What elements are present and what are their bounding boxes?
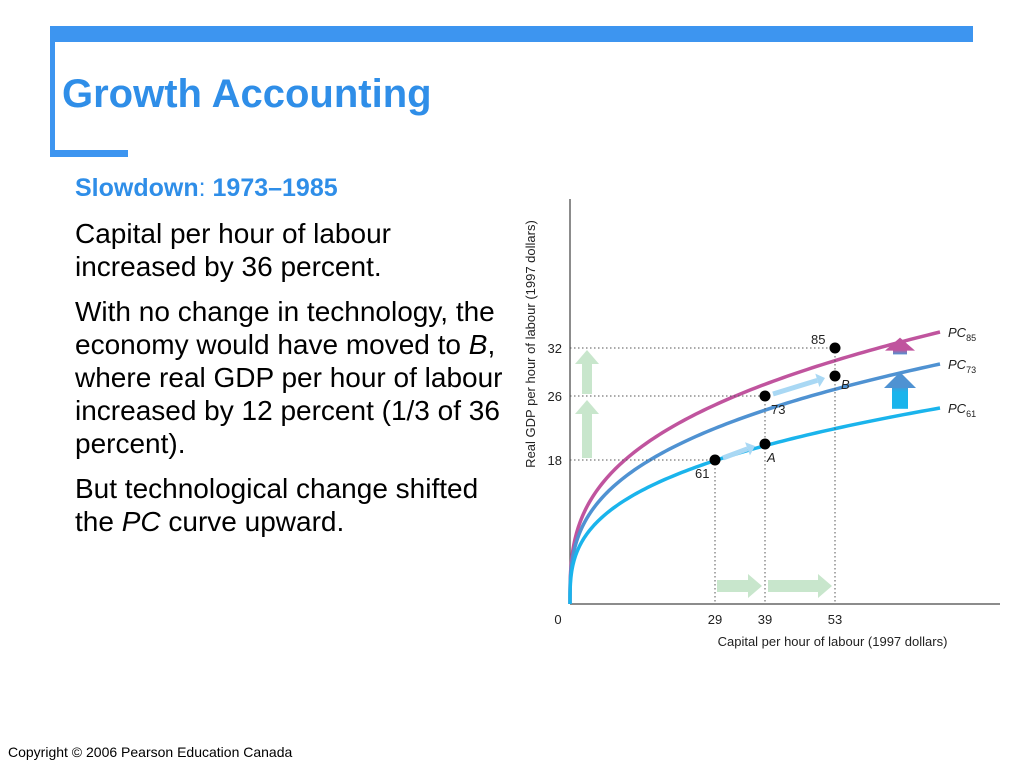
y-axis-title: Real GDP per hour of labour (1997 dollar… [523, 220, 538, 468]
shift-arrow-lower-shaft [892, 386, 908, 392]
shift-arrow-lower-base [892, 392, 908, 409]
move-arrow-61-a-head [745, 442, 755, 456]
x-axis-title: Capital per hour of labour (1997 dollars… [718, 634, 948, 649]
x-tick-label-39: 39 [758, 612, 772, 627]
shift-arrow-upper-shaft [893, 349, 907, 355]
y-tick-label-26: 26 [548, 389, 562, 404]
green-right-arrow-right-shaft [768, 580, 818, 592]
point-61 [709, 454, 721, 466]
y-tick-label-18: 18 [548, 453, 562, 468]
paragraph-no-tech-change: With no change in technology, the econom… [75, 295, 505, 460]
point-73 [759, 390, 771, 402]
curve-pc85 [568, 330, 941, 605]
green-right-arrow-left-head [748, 574, 762, 598]
paragraph-text: With no change in technology, the econom… [75, 296, 495, 360]
origin-label: 0 [554, 612, 561, 627]
point-85 [829, 342, 841, 354]
point-b [829, 370, 841, 382]
point-a [759, 438, 771, 450]
paragraph-text: curve upward. [160, 506, 345, 537]
point-label-85: 85 [811, 332, 825, 347]
subheading: Slowdown: 1973–1985 [75, 172, 505, 205]
green-right-arrow-left-shaft [717, 580, 748, 592]
curve-label-pc73: PC73 [948, 357, 976, 375]
move-arrow-73-b-head [815, 373, 825, 388]
paragraph-tech-change: But technological change shifted the PC … [75, 472, 505, 538]
y-tick-label-32: 32 [548, 341, 562, 356]
x-tick-label-29: 29 [708, 612, 722, 627]
move-arrow-73-b-shaft [772, 377, 819, 397]
shift-arrow-lower-head [884, 372, 916, 388]
x-tick-label-53: 53 [828, 612, 842, 627]
curve-label-pc85: PC85 [948, 325, 976, 343]
header-accent-bar [50, 26, 973, 42]
title-frame-left-bar [50, 26, 55, 157]
subheading-period: 1973–1985 [205, 174, 338, 202]
green-up-arrow-lower-head [575, 400, 599, 414]
green-right-arrow-right-head [818, 574, 832, 598]
slide-body: Slowdown: 1973–1985 Capital per hour of … [75, 172, 505, 550]
paragraph-text: Capital per hour of labour increased by … [75, 218, 391, 282]
point-label-b: B [841, 377, 850, 392]
curve-label-pc61: PC61 [948, 401, 976, 419]
copyright-notice: Copyright © 2006 Pearson Education Canad… [8, 744, 293, 760]
subheading-colon: : [198, 174, 206, 202]
curve-pc73 [568, 362, 941, 605]
green-up-arrow-lower-shaft [582, 412, 592, 458]
pc-reference: PC [121, 506, 161, 537]
paragraph-text: But technological change shifted the [75, 473, 479, 537]
point-label-a: A [766, 450, 776, 465]
green-up-arrow-upper-shaft [582, 362, 592, 394]
move-arrow-61-a-shaft [722, 446, 749, 461]
subheading-label: Slowdown [75, 174, 199, 202]
shift-arrow-upper-head [885, 337, 915, 351]
slide-title: Growth Accounting [62, 72, 432, 116]
green-up-arrow-upper-head [575, 350, 599, 364]
point-label-73: 73 [771, 402, 785, 417]
point-label-61: 61 [695, 466, 709, 481]
paragraph-text: , where real GDP per hour of labour incr… [75, 329, 503, 459]
title-frame-underline [50, 150, 128, 157]
curve-pc61 [568, 406, 941, 605]
paragraph-capital-increase: Capital per hour of labour increased by … [75, 217, 505, 283]
productivity-curve-chart: PC85 PC73 PC61 61 A 73 B 85 29 39 53 18 26 32 0 Capital… [523, 199, 1000, 649]
point-b-reference: B [468, 329, 488, 360]
